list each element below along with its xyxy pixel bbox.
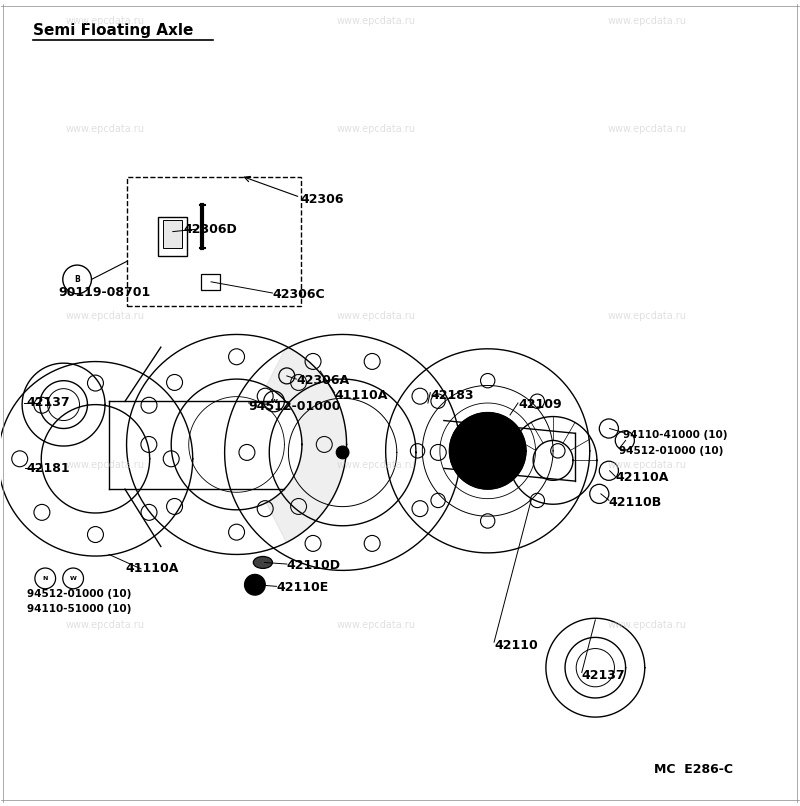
Circle shape: [245, 575, 266, 595]
Circle shape: [464, 427, 512, 475]
Text: 41110A: 41110A: [334, 388, 388, 401]
Text: 94512-01000: 94512-01000: [249, 400, 341, 413]
Text: www.epcdata.ru: www.epcdata.ru: [336, 460, 415, 471]
Text: W: W: [70, 576, 77, 581]
Text: 42306C: 42306C: [273, 288, 325, 301]
Circle shape: [450, 413, 526, 489]
Text: 94512-01000 (10): 94512-01000 (10): [619, 446, 724, 456]
Text: www.epcdata.ru: www.epcdata.ru: [607, 16, 686, 27]
Text: 42306: 42306: [300, 193, 344, 206]
Ellipse shape: [254, 556, 273, 568]
Text: 42306A: 42306A: [296, 374, 350, 387]
Text: MC  E286-C: MC E286-C: [654, 763, 733, 776]
Text: 90119-08701: 90119-08701: [58, 286, 151, 300]
Text: 42110D: 42110D: [286, 559, 341, 572]
Text: www.epcdata.ru: www.epcdata.ru: [336, 124, 415, 134]
Text: N: N: [42, 576, 48, 581]
Text: 42137: 42137: [582, 669, 626, 682]
Text: www.epcdata.ru: www.epcdata.ru: [65, 460, 144, 471]
Text: 42181: 42181: [27, 462, 70, 475]
Text: 42137: 42137: [27, 397, 70, 409]
Circle shape: [336, 446, 349, 459]
Polygon shape: [266, 347, 346, 542]
Text: 41110A: 41110A: [125, 563, 178, 575]
Text: 42306D: 42306D: [183, 222, 237, 235]
FancyBboxPatch shape: [201, 274, 220, 290]
Text: 94512-01000 (10): 94512-01000 (10): [27, 589, 131, 600]
Text: 94110-51000 (10): 94110-51000 (10): [27, 604, 131, 613]
Text: 42109: 42109: [518, 398, 562, 411]
Text: www.epcdata.ru: www.epcdata.ru: [336, 620, 415, 629]
Text: W: W: [270, 399, 278, 404]
Text: 42110A: 42110A: [615, 472, 669, 484]
Text: www.epcdata.ru: www.epcdata.ru: [607, 620, 686, 629]
Text: 42110: 42110: [494, 639, 538, 652]
Text: 42183: 42183: [430, 388, 474, 401]
FancyBboxPatch shape: [158, 218, 187, 256]
Text: www.epcdata.ru: www.epcdata.ru: [336, 311, 415, 322]
Text: www.epcdata.ru: www.epcdata.ru: [65, 16, 144, 27]
Text: www.epcdata.ru: www.epcdata.ru: [336, 16, 415, 27]
Text: www.epcdata.ru: www.epcdata.ru: [65, 124, 144, 134]
Text: www.epcdata.ru: www.epcdata.ru: [607, 460, 686, 471]
Text: 42110B: 42110B: [609, 496, 662, 509]
Text: B: B: [74, 275, 80, 284]
Text: www.epcdata.ru: www.epcdata.ru: [65, 620, 144, 629]
FancyBboxPatch shape: [163, 220, 182, 247]
Text: 42110E: 42110E: [277, 581, 329, 595]
Text: www.epcdata.ru: www.epcdata.ru: [607, 311, 686, 322]
Text: 94110-41000 (10): 94110-41000 (10): [623, 430, 728, 440]
Text: www.epcdata.ru: www.epcdata.ru: [607, 124, 686, 134]
Text: Semi Floating Axle: Semi Floating Axle: [34, 23, 194, 38]
Text: www.epcdata.ru: www.epcdata.ru: [65, 311, 144, 322]
